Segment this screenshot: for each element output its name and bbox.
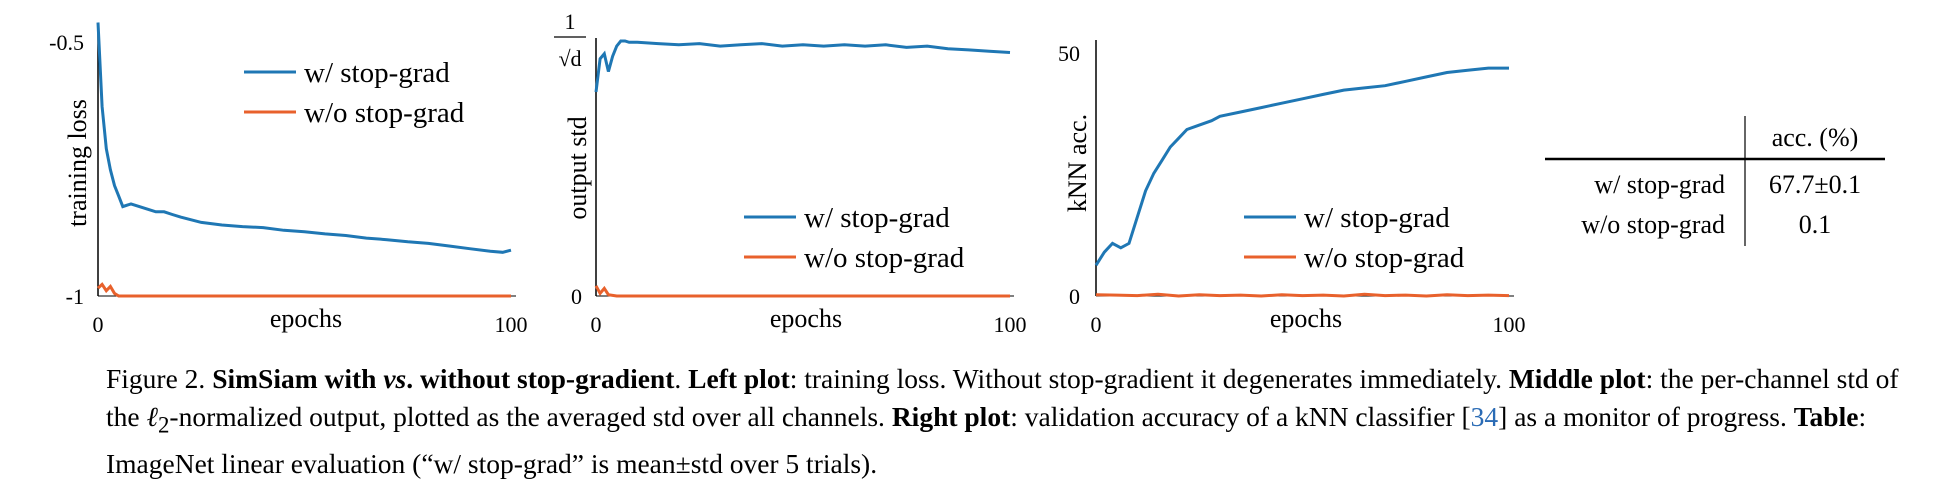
middle-series-without-stop-grad: [594, 285, 1010, 298]
plot-middle: 1 √d 0 0 100 epochs output std w/ stop-g…: [554, 9, 1027, 337]
caption-middle-text-1: : the per-channel std of the: [106, 363, 1899, 432]
right-ylabel: kNN acc.: [1063, 114, 1092, 212]
right-ytick-top: 50: [1058, 41, 1080, 66]
left-xlabel: epochs: [270, 304, 342, 333]
left-legend: w/ stop-grad w/o stop-grad: [244, 57, 465, 129]
left-xtick-end: 100: [495, 312, 528, 337]
middle-ytick-top-num: 1: [565, 9, 576, 34]
caption-label: Figure 2.: [106, 363, 206, 394]
right-ytick-bottom: 0: [1069, 284, 1080, 309]
caption-right-label: Right plot: [891, 401, 1011, 432]
table-row-label-with: w/ stop-grad: [1594, 170, 1725, 199]
left-ylabel: training loss: [63, 99, 92, 227]
left-legend-without: w/o stop-grad: [304, 97, 465, 129]
right-series-without-stop-grad: [1095, 292, 1510, 298]
middle-series-with-stop-grad: [594, 39, 1011, 93]
middle-xlabel: epochs: [770, 304, 842, 333]
caption-table-label: Table: [1793, 401, 1859, 432]
caption-title: SimSiam with vs. without stop-gradient: [212, 363, 675, 394]
right-legend-without: w/o stop-grad: [1304, 242, 1465, 274]
table-row-value-without: 0.1: [1799, 210, 1832, 239]
caption-middle-label: Middle plot: [1508, 363, 1646, 394]
right-xtick-end: 100: [1493, 312, 1526, 337]
caption-table-text: : ImageNet linear evaluation (“w/ stop-g…: [106, 401, 1867, 479]
right-legend-with: w/ stop-grad: [1304, 202, 1450, 234]
right-xtick-start: 0: [1091, 312, 1102, 337]
right-series-with-stop-grad: [1094, 66, 1509, 267]
caption-left-text: : training loss. Without stop-gradient i…: [789, 363, 1502, 394]
middle-xtick-end: 100: [994, 312, 1027, 337]
caption-vs: vs: [383, 363, 407, 394]
left-series-without-stop-grad: [96, 282, 511, 298]
middle-ylabel: output std: [563, 116, 592, 219]
left-ytick-bottom: -1: [66, 284, 84, 309]
middle-xtick-start: 0: [591, 312, 602, 337]
left-ytick-top: -0.5: [49, 30, 84, 55]
caption-ref-link[interactable]: 34: [1470, 401, 1499, 432]
middle-legend: w/ stop-grad w/o stop-grad: [744, 202, 965, 274]
left-series-with-stop-grad: [96, 22, 512, 254]
middle-ytick-bottom: 0: [571, 284, 582, 309]
caption-ell: ℓ: [146, 401, 158, 432]
middle-ytick-top: 1 √d: [554, 9, 586, 71]
table-header-acc: acc. (%): [1772, 123, 1859, 152]
table-row-label-without: w/o stop-grad: [1581, 210, 1725, 239]
caption-right-text-1: : validation accuracy of a kNN classifie…: [1010, 401, 1471, 432]
left-xtick-start: 0: [93, 312, 104, 337]
caption-left-label: Left plot: [688, 363, 790, 394]
plot-right: 50 0 0 100 epochs kNN acc. w/ stop-grad …: [1058, 40, 1526, 337]
left-legend-with: w/ stop-grad: [304, 57, 450, 89]
caption-middle-text-2: -normalized output, plotted as the avera…: [169, 401, 885, 432]
figure: -0.5 -1 0 100 epochs training loss w/ st…: [49, 9, 1885, 337]
right-legend: w/ stop-grad w/o stop-grad: [1244, 202, 1465, 274]
caption-right-text-2: ] as a monitor of progress.: [1498, 401, 1787, 432]
figure-caption: Figure 2. SimSiam with vs. without stop-…: [106, 363, 1899, 479]
middle-legend-without: w/o stop-grad: [804, 242, 965, 274]
caption-ell-sub: 2: [157, 412, 170, 438]
results-table: acc. (%) w/ stop-grad 67.7±0.1 w/o stop-…: [1545, 116, 1885, 246]
middle-ytick-top-den: √d: [558, 46, 581, 71]
table-row-value-with: 67.7±0.1: [1769, 170, 1861, 199]
plot-left: -0.5 -1 0 100 epochs training loss w/ st…: [49, 22, 528, 337]
right-xlabel: epochs: [1270, 304, 1342, 333]
middle-legend-with: w/ stop-grad: [804, 202, 950, 234]
